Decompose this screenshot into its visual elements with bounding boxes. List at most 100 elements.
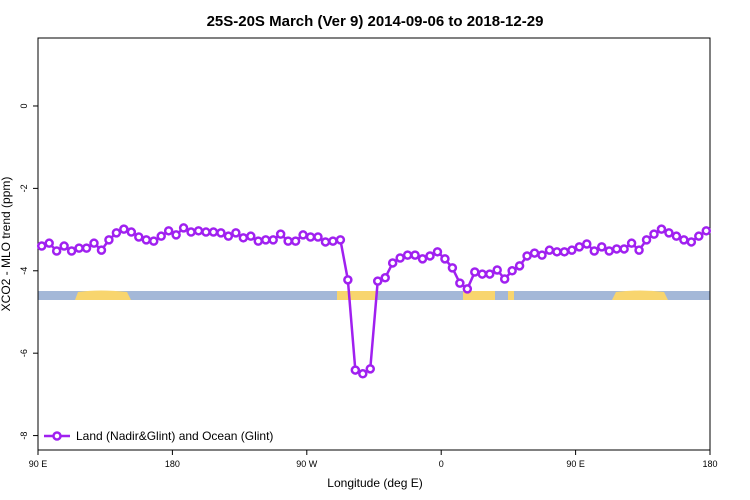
point <box>260 235 271 245</box>
point <box>619 244 629 254</box>
point <box>484 269 495 279</box>
point <box>611 244 622 254</box>
point <box>171 230 181 240</box>
point <box>537 250 547 260</box>
point <box>514 261 525 271</box>
point <box>231 228 241 238</box>
y-tick-label: -6 <box>19 349 29 357</box>
point <box>126 227 137 237</box>
point <box>604 246 614 256</box>
point <box>328 236 338 246</box>
point <box>313 232 323 242</box>
point <box>425 251 435 261</box>
legend-label: Land (Nadir&Glint) and Ocean (Glint) <box>76 429 273 443</box>
point <box>358 369 368 379</box>
point <box>701 226 712 236</box>
point <box>298 230 308 240</box>
point <box>440 254 450 264</box>
point <box>477 269 488 279</box>
point <box>656 224 667 234</box>
point <box>81 243 92 253</box>
point <box>387 258 398 268</box>
point <box>365 364 376 374</box>
point <box>492 265 502 275</box>
point <box>253 236 264 246</box>
point <box>343 275 353 285</box>
point <box>111 228 122 238</box>
point <box>589 246 600 256</box>
point <box>567 245 577 255</box>
point <box>59 241 69 251</box>
point <box>522 251 532 261</box>
point <box>664 228 674 238</box>
point <box>470 267 480 277</box>
point <box>275 229 286 239</box>
x-tick-label: 90 E <box>566 459 585 469</box>
y-tick-label: -4 <box>19 267 29 275</box>
x-tick-label: 180 <box>165 459 180 469</box>
point <box>178 223 189 233</box>
point <box>268 235 278 245</box>
point <box>119 224 129 234</box>
y-axis-label: XCO2 - MLO trend (ppm) <box>0 177 13 312</box>
point <box>96 245 107 255</box>
plot-frame <box>37 37 711 451</box>
point <box>455 278 465 288</box>
point <box>544 245 555 255</box>
point <box>507 266 517 276</box>
point <box>529 248 540 258</box>
point <box>246 231 256 241</box>
point <box>74 243 84 253</box>
point <box>641 235 652 245</box>
point <box>499 274 510 284</box>
point <box>432 247 443 257</box>
point <box>574 242 585 252</box>
point <box>201 227 211 237</box>
x-axis-label: Longitude (deg E) <box>327 476 422 490</box>
point <box>51 246 62 256</box>
point <box>134 232 144 242</box>
point <box>44 238 54 248</box>
point <box>417 254 428 264</box>
point <box>410 250 420 260</box>
point <box>402 250 413 260</box>
point <box>320 237 331 247</box>
x-tick-label: 0 <box>439 459 444 469</box>
legend-marker <box>52 431 62 441</box>
point <box>186 227 196 237</box>
point <box>596 242 607 252</box>
point <box>163 226 174 236</box>
point <box>552 247 562 257</box>
point <box>216 228 226 238</box>
point <box>148 236 159 246</box>
point <box>283 236 293 246</box>
point <box>223 231 234 241</box>
y-tick-label: -2 <box>19 184 29 192</box>
point <box>193 226 204 236</box>
point <box>634 245 644 255</box>
point <box>395 253 405 263</box>
land-ocean-band <box>38 290 710 300</box>
point <box>671 231 682 241</box>
point <box>694 231 704 241</box>
point <box>156 231 166 241</box>
point <box>559 247 570 257</box>
point <box>582 239 592 249</box>
point <box>36 241 47 251</box>
point <box>649 229 659 239</box>
point <box>238 233 249 243</box>
x-tick-label: 180 <box>702 459 717 469</box>
point <box>462 284 473 294</box>
point <box>89 238 99 248</box>
point <box>372 276 383 286</box>
point <box>66 246 77 256</box>
x-tick-label: 90 E <box>29 459 48 469</box>
point <box>626 238 637 248</box>
point <box>350 365 361 375</box>
point <box>104 235 114 245</box>
chart-title: 25S-20S March (Ver 9) 2014-09-06 to 2018… <box>207 13 544 30</box>
y-tick-label: 0 <box>19 103 29 108</box>
point <box>679 235 689 245</box>
y-tick-label: -8 <box>19 432 29 440</box>
point <box>290 236 301 246</box>
